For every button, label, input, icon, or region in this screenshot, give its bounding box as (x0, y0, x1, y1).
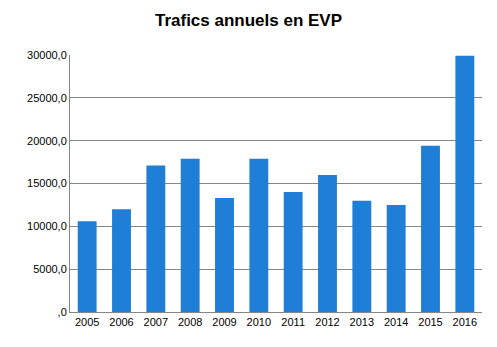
svg-text:30000,0: 30000,0 (27, 49, 67, 61)
svg-text:2010: 2010 (247, 316, 271, 328)
svg-text:2008: 2008 (178, 316, 202, 328)
svg-text:15000,0: 15000,0 (27, 177, 67, 189)
svg-text:5000,0: 5000,0 (33, 263, 67, 275)
svg-text:Trafics annuels en EVP: Trafics annuels en EVP (155, 11, 342, 30)
svg-text:2005: 2005 (75, 316, 99, 328)
svg-text:2015: 2015 (418, 316, 442, 328)
svg-text:2012: 2012 (315, 316, 339, 328)
svg-text:2007: 2007 (144, 316, 168, 328)
svg-text:20000,0: 20000,0 (27, 135, 67, 147)
svg-text:2006: 2006 (109, 316, 133, 328)
svg-text:2009: 2009 (212, 316, 236, 328)
svg-text:10000,0: 10000,0 (27, 220, 67, 232)
svg-text:,0: ,0 (58, 306, 67, 318)
svg-text:2011: 2011 (281, 316, 305, 328)
svg-text:25000,0: 25000,0 (27, 92, 67, 104)
svg-text:2013: 2013 (350, 316, 374, 328)
svg-text:2016: 2016 (453, 316, 477, 328)
svg-text:2014: 2014 (384, 316, 408, 328)
